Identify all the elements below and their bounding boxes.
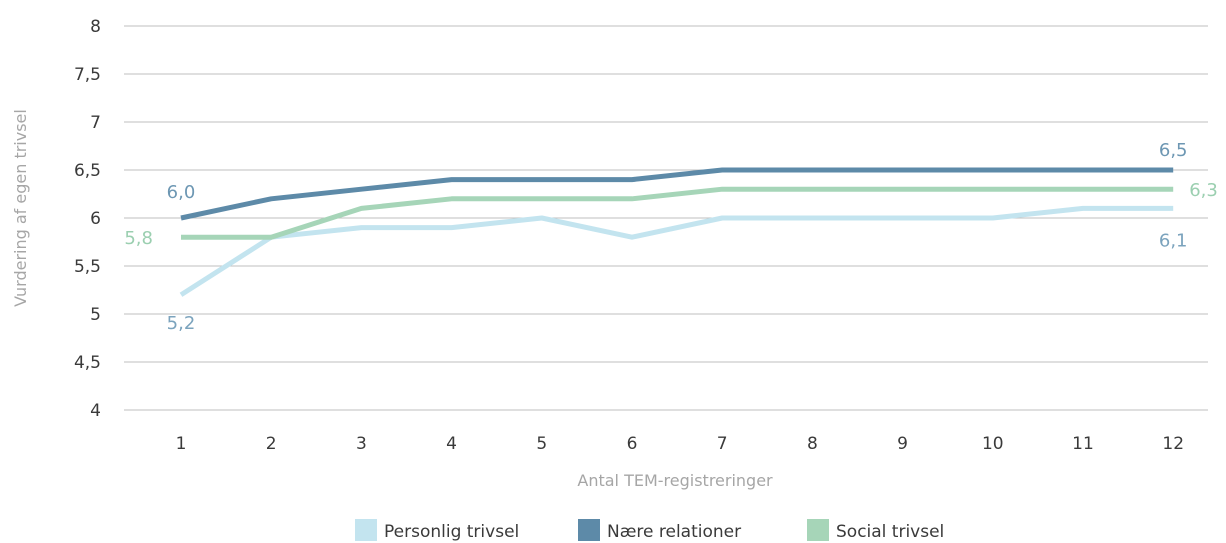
y-tick-label: 5,5 [74,257,101,277]
legend: Personlig trivsel Nære relationer Social t… [355,519,944,542]
y-tick-label: 6,5 [74,161,101,181]
y-axis-ticks: 4 4,5 5 5,5 6 6,5 7 7,5 8 [74,17,101,421]
y-tick-label: 8 [90,17,101,37]
y-axis-title: Vurdering af egen trivsel [11,109,30,307]
series-line [181,186,1174,240]
legend-swatch [355,519,377,541]
series-line [179,205,1174,297]
legend-label: Nære relationer [607,522,741,542]
x-axis-ticks: 1 2 3 4 5 6 7 8 9 10 11 12 [176,434,1184,454]
gridlines [124,25,1208,411]
x-tick-label: 6 [627,434,638,454]
x-tick-label: 2 [266,434,277,454]
y-tick-label: 6 [90,209,101,229]
x-tick-label: 12 [1162,434,1184,454]
x-tick-label: 4 [446,434,457,454]
data-labels: 5,2 6,1 6,0 6,5 5,8 6,3 [124,140,1217,334]
x-tick-label: 3 [356,434,367,454]
x-tick-label: 9 [897,434,908,454]
x-tick-label: 5 [536,434,547,454]
y-tick-label: 7 [90,113,101,133]
legend-swatch [807,519,829,541]
legend-label: Social trivsel [836,522,944,542]
legend-label: Personlig trivsel [384,522,519,542]
y-tick-label: 4 [90,401,101,421]
x-tick-label: 1 [176,434,187,454]
x-tick-label: 11 [1072,434,1094,454]
data-label: 6,3 [1189,180,1218,201]
data-label: 6,5 [1159,140,1188,161]
y-tick-label: 7,5 [74,65,101,85]
x-tick-label: 7 [717,434,728,454]
data-label: 5,8 [124,228,153,249]
data-label: 6,1 [1159,230,1188,251]
data-label: 5,2 [167,313,196,334]
x-tick-label: 8 [807,434,818,454]
data-label: 6,0 [167,182,196,203]
y-tick-label: 4,5 [74,353,101,373]
legend-swatch [578,519,600,541]
x-axis-title: Antal TEM-registreringer [577,471,773,490]
series-lines [179,167,1174,297]
series-line [180,167,1174,221]
x-tick-label: 10 [982,434,1004,454]
y-tick-label: 5 [90,305,101,325]
